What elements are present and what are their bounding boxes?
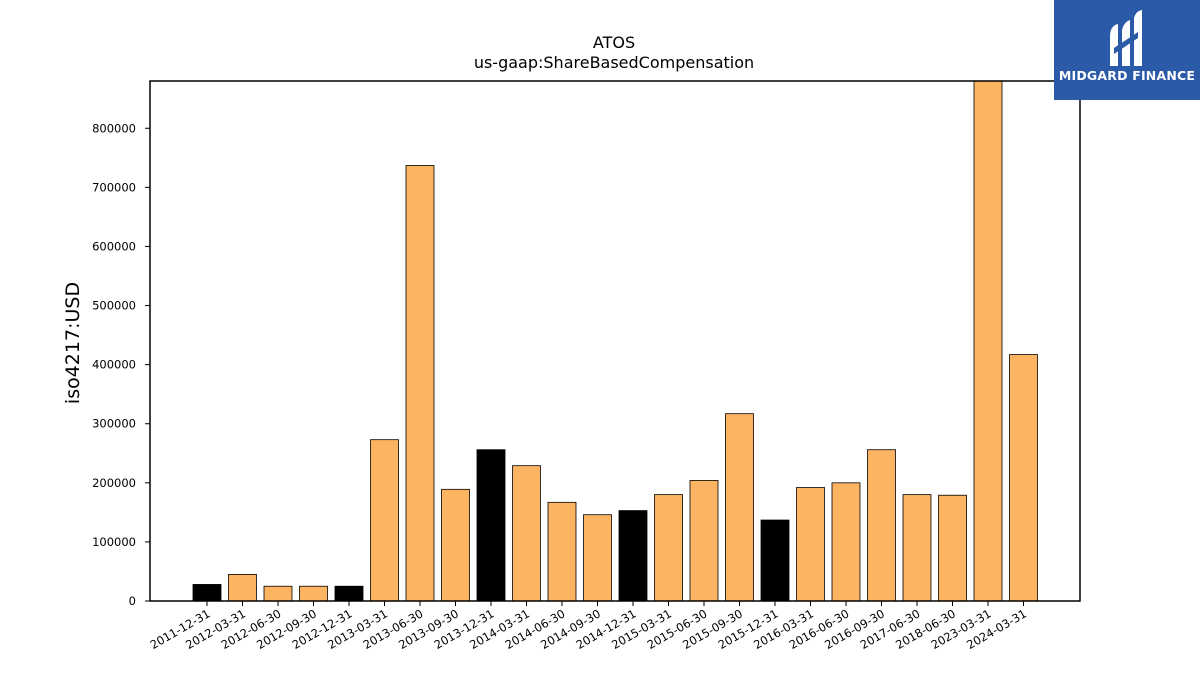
bar-2013-03-31 [370,439,399,602]
bar-2023-03-31 [973,80,1003,602]
y-axis-label: iso4217:USD [62,282,84,404]
bar-2012-06-30 [263,585,293,602]
bar-2016-09-30 [867,449,896,602]
y-tick-label: 800000 [92,121,136,135]
bar-2012-03-31 [228,574,257,602]
bar-2012-09-30 [299,585,328,602]
y-tick-label: 200000 [92,476,136,490]
bar-2011-12-31 [192,584,222,602]
bar-2014-12-31 [618,510,648,602]
bar-2018-06-30 [938,494,967,602]
bar-2013-09-30 [441,488,470,602]
bar-2016-06-30 [831,482,861,602]
bar-series [192,80,1038,602]
midgard-logo-icon [1110,10,1142,66]
bar-2014-09-30 [583,514,612,602]
bar-2024-03-31 [1009,354,1038,602]
brand-name: MIDGARD FINANCE [1058,68,1196,83]
bar-2017-06-30 [902,494,932,602]
chart-subtitle: us-gaap:ShareBasedCompensation [474,53,754,72]
bar-2015-12-31 [760,519,790,602]
y-tick-label: 700000 [92,180,136,194]
bar-2015-03-31 [654,494,683,602]
plot-frame [149,80,1081,602]
bar-2015-09-30 [725,413,754,602]
x-axis-ticks: 2011-12-312012-03-312012-06-302012-09-30… [148,601,1029,652]
y-tick-label: 0 [129,594,136,608]
bar-2016-03-31 [796,487,825,602]
y-tick-label: 300000 [92,417,136,431]
y-tick-label: 500000 [92,299,136,313]
bar-2014-03-31 [512,465,541,602]
y-axis-ticks: 0 100000 200000 300000 400000 500000 600000 700… [92,121,150,608]
bar-2015-06-30 [689,480,719,602]
bar-2013-06-30 [405,165,435,602]
bar-2013-12-31 [476,449,506,602]
brand-logo: MIDGARD FINANCE [1054,0,1200,100]
y-tick-label: 100000 [92,535,136,549]
chart-title: ATOS [593,33,635,52]
y-tick-label: 400000 [92,358,136,372]
y-tick-label: 600000 [92,239,136,253]
bar-2012-12-31 [334,585,364,602]
bar-2014-06-30 [547,501,577,602]
